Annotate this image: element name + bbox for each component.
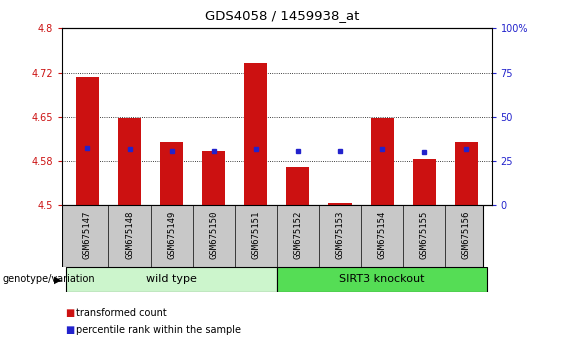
Text: GSM675147: GSM675147 bbox=[83, 210, 92, 259]
Text: percentile rank within the sample: percentile rank within the sample bbox=[76, 325, 241, 335]
Text: genotype/variation: genotype/variation bbox=[3, 274, 95, 284]
Text: GSM675151: GSM675151 bbox=[251, 210, 260, 259]
Text: transformed count: transformed count bbox=[76, 308, 167, 318]
Bar bbox=[328, 203, 351, 205]
Text: wild type: wild type bbox=[146, 274, 197, 284]
Bar bbox=[286, 167, 310, 205]
Text: GSM675149: GSM675149 bbox=[167, 210, 176, 259]
Text: GSM675148: GSM675148 bbox=[125, 210, 134, 259]
Bar bbox=[277, 267, 488, 292]
Bar bbox=[202, 151, 225, 205]
Text: GDS4058 / 1459938_at: GDS4058 / 1459938_at bbox=[205, 9, 360, 22]
Bar bbox=[66, 267, 277, 292]
Text: ■: ■ bbox=[65, 308, 74, 318]
Text: GSM675153: GSM675153 bbox=[336, 210, 345, 259]
Bar bbox=[118, 118, 141, 205]
Text: GSM675155: GSM675155 bbox=[420, 210, 429, 259]
Bar bbox=[244, 63, 267, 205]
Text: ■: ■ bbox=[65, 325, 74, 335]
Text: GSM675154: GSM675154 bbox=[377, 210, 386, 259]
Text: GSM675152: GSM675152 bbox=[293, 210, 302, 259]
Text: SIRT3 knockout: SIRT3 knockout bbox=[340, 274, 425, 284]
Bar bbox=[412, 159, 436, 205]
Text: ▶: ▶ bbox=[54, 274, 62, 284]
Text: GSM675156: GSM675156 bbox=[462, 210, 471, 259]
Bar bbox=[160, 142, 183, 205]
Bar bbox=[76, 77, 99, 205]
Text: GSM675150: GSM675150 bbox=[209, 210, 218, 259]
Bar bbox=[371, 118, 394, 205]
Bar bbox=[455, 142, 478, 205]
